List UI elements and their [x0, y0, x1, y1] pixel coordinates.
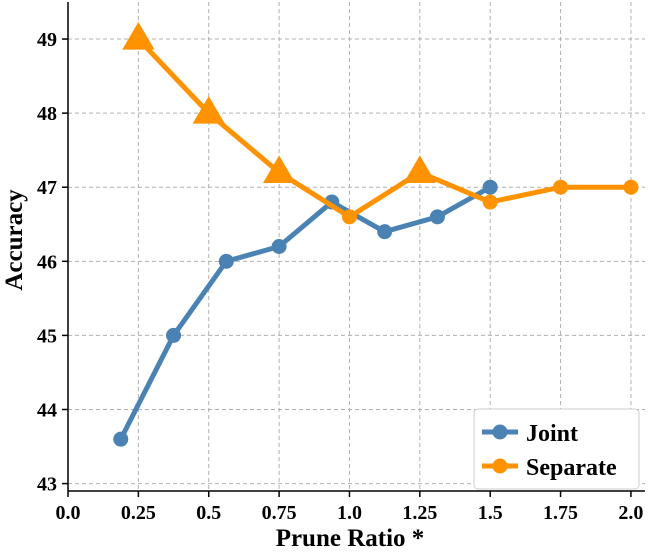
legend-joint-marker — [492, 424, 508, 440]
separate-series — [122, 22, 639, 225]
separate-triangle-marker — [192, 96, 225, 124]
separate-triangle-marker — [262, 155, 296, 183]
y-tick-label: 43 — [37, 474, 57, 496]
joint-point-marker — [271, 239, 287, 254]
legend-separate-marker — [492, 458, 508, 474]
y-tick-label: 46 — [37, 251, 57, 273]
x-tick-label: 0.5 — [196, 502, 221, 524]
separate-point-marker — [341, 209, 357, 225]
y-tick-label: 45 — [37, 325, 57, 347]
joint-point-marker — [429, 209, 445, 225]
joint-point-marker — [377, 224, 393, 240]
separate-point-marker — [553, 179, 569, 195]
separate-triangle-marker — [122, 22, 155, 50]
axis-ticks: 0.0 0.25 0.5 0.75 1.0 1.25 1.5 1.75 2.0 43 44 45 46 4… — [37, 29, 643, 524]
separate-point-marker — [482, 194, 498, 210]
legend-separate-label: Separate — [526, 455, 617, 481]
separate-triangle-marker — [403, 155, 436, 183]
joint-line — [118, 184, 493, 442]
x-axis-title: Prune Ratio * — [276, 525, 425, 552]
separate-point-marker — [623, 179, 639, 195]
joint-series — [113, 179, 498, 447]
x-tick-label: 2.0 — [618, 502, 643, 524]
x-tick-label: 1.0 — [337, 502, 362, 524]
data-series — [113, 22, 639, 447]
joint-point-marker — [218, 253, 234, 269]
legend-joint-label: Joint — [526, 421, 578, 447]
x-tick-label: 1.5 — [478, 502, 503, 524]
x-tick-label: 0.0 — [56, 502, 81, 524]
joint-point-marker — [482, 179, 498, 195]
joint-point-marker — [166, 327, 182, 343]
x-tick-label: 0.25 — [121, 502, 156, 524]
y-tick-label: 48 — [37, 103, 57, 125]
legend-box — [473, 408, 640, 490]
y-tick-label: 49 — [37, 29, 57, 51]
x-tick-label: 0.75 — [262, 502, 297, 524]
y-axis-title: Accuracy — [1, 189, 28, 291]
x-tick-label: 1.75 — [543, 502, 578, 524]
x-tick-label: 1.25 — [402, 502, 437, 524]
y-tick-label: 47 — [37, 177, 57, 199]
legend: Joint Separate — [473, 408, 640, 490]
joint-point-marker — [113, 431, 129, 447]
y-tick-label: 44 — [37, 400, 57, 422]
